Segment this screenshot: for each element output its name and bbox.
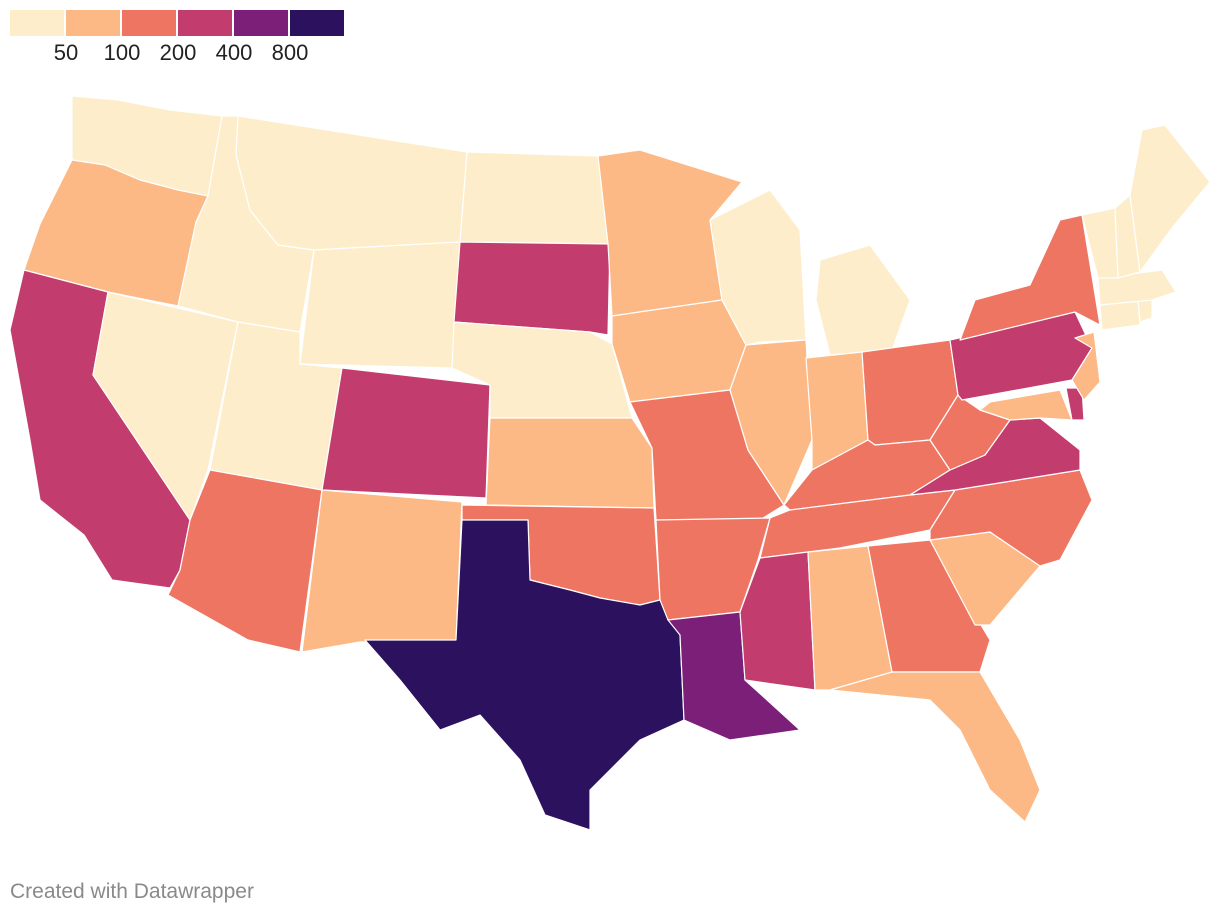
legend-swatch-1 bbox=[10, 10, 64, 36]
state-new-mexico[interactable] bbox=[301, 489, 463, 653]
state-iowa[interactable] bbox=[611, 299, 747, 403]
state-georgia[interactable] bbox=[867, 539, 991, 673]
legend-swatch-2 bbox=[66, 10, 120, 36]
state-michigan[interactable] bbox=[815, 244, 911, 356]
legend-labels: 50 100 200 400 800 bbox=[10, 36, 346, 66]
state-new-york[interactable] bbox=[959, 214, 1101, 341]
legend-label-200: 200 bbox=[159, 40, 197, 65]
state-south-dakota[interactable] bbox=[453, 241, 611, 336]
legend-label-400: 400 bbox=[215, 40, 253, 65]
legend-swatches bbox=[10, 10, 346, 36]
legend-swatch-5 bbox=[234, 10, 288, 36]
state-massachusetts[interactable] bbox=[1097, 269, 1177, 306]
state-nevada[interactable] bbox=[92, 291, 239, 521]
color-legend: 50 100 200 400 800 bbox=[10, 10, 346, 66]
legend-label-100: 100 bbox=[103, 40, 141, 65]
state-texas[interactable] bbox=[364, 519, 685, 831]
state-florida[interactable] bbox=[829, 671, 1041, 823]
state-maryland[interactable] bbox=[979, 389, 1073, 421]
legend-swatch-4 bbox=[178, 10, 232, 36]
state-north-dakota[interactable] bbox=[459, 151, 611, 245]
state-maine[interactable] bbox=[1129, 124, 1211, 273]
state-new-jersey[interactable] bbox=[1071, 331, 1101, 401]
legend-swatch-3 bbox=[122, 10, 176, 36]
state-wyoming[interactable] bbox=[299, 241, 461, 369]
state-rhode-island[interactable] bbox=[1137, 299, 1153, 323]
state-wisconsin[interactable] bbox=[709, 189, 807, 346]
credit-text: Created with Datawrapper bbox=[10, 880, 254, 903]
legend-label-50: 50 bbox=[53, 40, 79, 65]
state-kansas[interactable] bbox=[485, 417, 655, 509]
state-mississippi[interactable] bbox=[739, 551, 816, 691]
legend-label-800: 800 bbox=[271, 40, 309, 65]
state-colorado[interactable] bbox=[321, 367, 491, 499]
legend-swatch-6 bbox=[290, 10, 344, 36]
state-montana[interactable] bbox=[235, 115, 468, 251]
